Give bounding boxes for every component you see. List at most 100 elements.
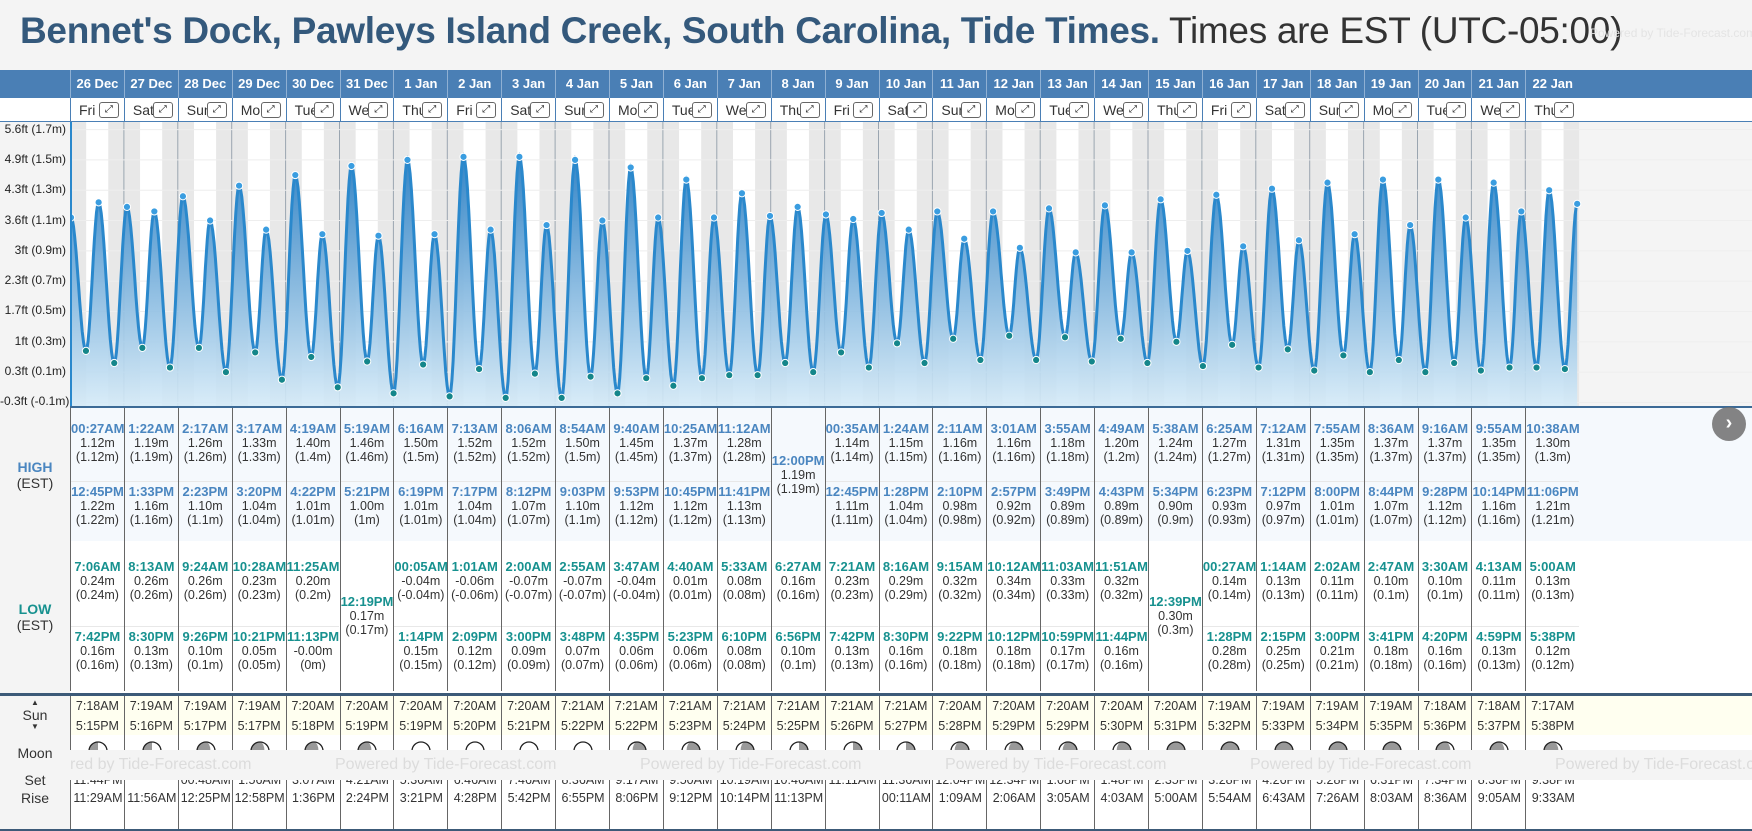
sunset-time: 5:22PM xyxy=(560,719,605,733)
expand-icon[interactable]: ⤢ xyxy=(530,102,551,118)
low-tide-time: 2:55AM xyxy=(559,559,606,575)
sun-times-cell: 7:19AM 5:17PM xyxy=(177,696,232,735)
expand-icon[interactable]: ⤢ xyxy=(1392,102,1413,118)
high-tide-point xyxy=(291,170,300,180)
sunset-time: 5:29PM xyxy=(992,719,1036,733)
low-tide-cell: 2:47AM 0.10m (0.1m) 3:41PM 0.18m (0.18m) xyxy=(1363,541,1418,691)
high-tide-time: 5:19AM xyxy=(343,421,391,436)
next-page-button[interactable]: › xyxy=(1712,407,1746,441)
low-tide-height-alt: (0.12m) xyxy=(453,657,497,672)
low-tide-point xyxy=(363,357,372,366)
expand-icon[interactable]: ⤢ xyxy=(637,102,658,118)
sunrise-time: 7:18AM xyxy=(1477,699,1521,713)
low-tide-entry: 2:47AM 0.10m (0.1m) xyxy=(1365,557,1418,605)
date-cell: 3 Jan xyxy=(501,70,555,98)
low-tide-time: 3:00PM xyxy=(1314,628,1360,644)
moonrise-time: 3:05AM xyxy=(1046,791,1090,805)
low-tide-time: 2:47AM xyxy=(1367,559,1415,575)
high-tide-entry: 8:12PM 1.07m (1.07m) xyxy=(502,481,556,530)
low-tide-cell: 2:55AM -0.07m (-0.07m) 3:48PM 0.07m (0.07m) xyxy=(555,541,609,691)
expand-icon[interactable]: ⤢ xyxy=(853,102,874,118)
high-tide-height-alt: (1.24m) xyxy=(1153,450,1197,464)
low-tide-height: 0.13m xyxy=(834,643,870,658)
expand-icon[interactable]: ⤢ xyxy=(907,102,928,118)
expand-icon[interactable]: ⤢ xyxy=(1015,102,1036,118)
low-tide-height-alt: (0.18m) xyxy=(938,657,982,672)
low-tide-height-alt: (0.06m) xyxy=(668,657,712,672)
high-tide-height: 1.37m xyxy=(672,436,708,450)
high-tide-entry: 8:06AM 1.52m (1.52m) xyxy=(502,419,555,467)
low-tide-cell: 2:02AM 0.11m (0.11m) 3:00PM 0.21m (0.21m) xyxy=(1309,541,1364,691)
moonrise-time: 9:12PM xyxy=(669,791,713,805)
expand-icon[interactable]: ⤢ xyxy=(1176,102,1197,118)
high-tide-height-alt: (1.19m) xyxy=(776,481,820,496)
expand-icon[interactable]: ⤢ xyxy=(314,102,335,118)
weekday-label: Sun xyxy=(941,102,967,118)
expand-icon[interactable]: ⤢ xyxy=(1338,102,1359,118)
high-tide-height: 0.98m xyxy=(942,499,978,513)
high-tide-height-alt: (1.01m) xyxy=(1315,513,1359,527)
expand-icon[interactable]: ⤢ xyxy=(1122,102,1143,118)
expand-icon[interactable]: ⤢ xyxy=(1069,102,1090,118)
expand-icon[interactable]: ⤢ xyxy=(583,102,604,118)
high-tide-time: 6:16AM xyxy=(397,421,444,436)
weekday-cell: Sat ⤢ xyxy=(123,98,178,122)
expand-icon[interactable]: ⤢ xyxy=(476,102,497,118)
low-tide-entry: 4:20PM 0.16m (0.16m) xyxy=(1418,625,1472,675)
expand-icon[interactable]: ⤢ xyxy=(1284,102,1305,118)
high-tide-height-alt: (1.13m) xyxy=(722,513,766,527)
expand-icon[interactable]: ⤢ xyxy=(961,102,982,118)
weekday-cell: Sun ⤢ xyxy=(932,98,986,122)
high-tide-height: 1.50m xyxy=(403,436,439,450)
expand-icon[interactable]: ⤢ xyxy=(206,102,227,118)
expand-icon[interactable]: ⤢ xyxy=(1230,102,1251,118)
high-tide-height-alt: (1.14m) xyxy=(830,450,874,464)
low-tide-time: 8:30PM xyxy=(128,628,175,644)
low-tide-height: 0.10m xyxy=(187,643,223,658)
expand-icon[interactable]: ⤢ xyxy=(368,102,389,118)
high-tide-entry: 5:34PM 0.90m (0.9m) xyxy=(1149,481,1202,530)
low-tide-time: 9:26PM xyxy=(182,628,228,644)
high-tide-height-alt: (1.35m) xyxy=(1315,450,1359,464)
high-tide-height: 1.04m xyxy=(888,499,924,513)
low-tide-entry: 11:13PM -0.00m (0m) xyxy=(286,625,340,675)
low-tide-point xyxy=(976,355,985,365)
low-tide-time: 4:20PM xyxy=(1422,628,1468,644)
high-tide-time: 9:03PM xyxy=(559,484,606,499)
high-tide-entry: 9:40AM 1.45m (1.45m) xyxy=(610,419,663,467)
expand-icon[interactable]: ⤢ xyxy=(799,102,820,118)
low-tide-height-alt: (0.1m) xyxy=(187,657,224,672)
low-tide-time: 3:00PM xyxy=(505,628,552,644)
low-tide-height-alt: (0.21m) xyxy=(1315,657,1359,672)
high-tide-height: 1.07m xyxy=(511,499,546,513)
high-tide-time: 2:23PM xyxy=(182,484,228,499)
low-tide-height-alt: (-0.06m) xyxy=(451,588,499,603)
weekday-label: Sat xyxy=(132,102,154,118)
high-tide-entry: 4:43PM 0.89m (0.89m) xyxy=(1095,481,1148,530)
moonrise-time: 7:26AM xyxy=(1316,791,1360,805)
expand-icon[interactable]: ⤢ xyxy=(260,102,281,118)
date-cell: 4 Jan xyxy=(555,70,609,98)
expand-icon[interactable]: ⤢ xyxy=(98,102,119,118)
expand-icon[interactable]: ⤢ xyxy=(691,102,712,118)
sunrise-time: 7:19AM xyxy=(183,699,227,713)
low-tide-height: 0.24m xyxy=(80,574,115,589)
low-tide-point xyxy=(530,369,539,378)
expand-icon[interactable]: ⤢ xyxy=(152,102,173,118)
high-tide-point xyxy=(904,225,913,234)
high-tide-entry: 2:23PM 1.10m (1.1m) xyxy=(178,481,232,530)
expand-icon[interactable]: ⤢ xyxy=(745,102,766,118)
high-tide-point xyxy=(1545,186,1554,195)
date-cell: 27 Dec xyxy=(123,70,178,98)
low-tide-point xyxy=(419,360,428,369)
expand-icon[interactable]: ⤢ xyxy=(1446,102,1467,118)
high-tide-height: 0.97m xyxy=(1265,499,1301,513)
expand-icon[interactable]: ⤢ xyxy=(1500,102,1521,118)
high-tide-cell: 8:36AM 1.37m (1.37m) 8:44PM 1.07m (1.07m) xyxy=(1363,408,1418,541)
expand-icon[interactable]: ⤢ xyxy=(422,102,443,118)
low-tide-time: 4:35PM xyxy=(613,628,660,644)
low-tide-height: 0.26m xyxy=(187,574,223,589)
expand-icon[interactable]: ⤢ xyxy=(1554,102,1575,118)
low-tide-time: 8:30PM xyxy=(883,628,929,644)
low-tide-entry: 4:59PM 0.13m (0.13m) xyxy=(1472,625,1526,675)
